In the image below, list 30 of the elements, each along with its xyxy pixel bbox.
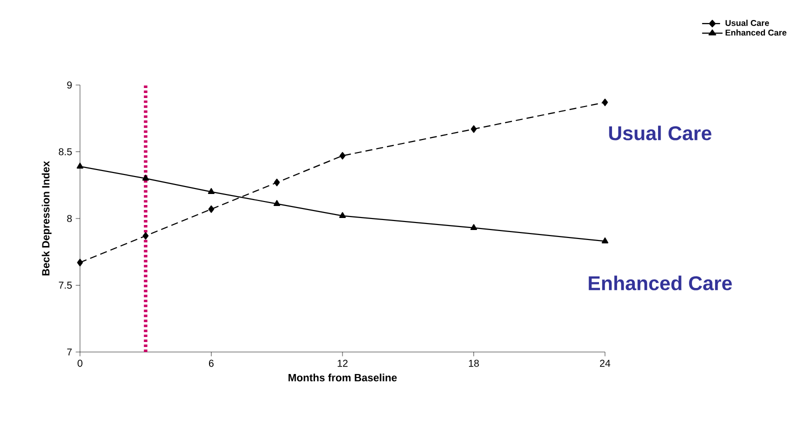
point: [76, 162, 84, 169]
point: [274, 200, 280, 206]
y-tick-label: 7.5: [58, 282, 72, 289]
y-tick-label: 9: [67, 81, 72, 89]
point: [470, 125, 477, 133]
annotation: Enhanced Care: [588, 276, 732, 290]
x-tick-label: 18: [468, 360, 479, 367]
x-tick-label: 0: [78, 360, 82, 367]
point: [602, 237, 608, 244]
y-tick-label: 8.5: [58, 148, 72, 156]
point: [208, 205, 214, 213]
text: Usual Care: [609, 126, 712, 140]
y-tick-label: 8: [67, 214, 72, 222]
y-tick-label: 7: [67, 348, 72, 356]
point: [339, 212, 346, 218]
x-tick-label: 6: [208, 360, 214, 367]
point: [77, 258, 83, 266]
point: [470, 224, 478, 230]
point: [602, 98, 608, 106]
x-tick-label: 12: [338, 360, 348, 367]
point: [142, 232, 149, 240]
point: [340, 152, 346, 160]
x-axis-title: Months from Baseline: [288, 374, 397, 382]
legend-label: Enhanced Care: [726, 29, 786, 36]
legend-label: Usual Care: [726, 20, 770, 26]
x-tick-label: 24: [600, 360, 610, 367]
point: [142, 174, 149, 181]
point: [274, 178, 280, 186]
y-axis-title: Beck Depression Index: [42, 161, 52, 276]
point: [208, 188, 215, 194]
